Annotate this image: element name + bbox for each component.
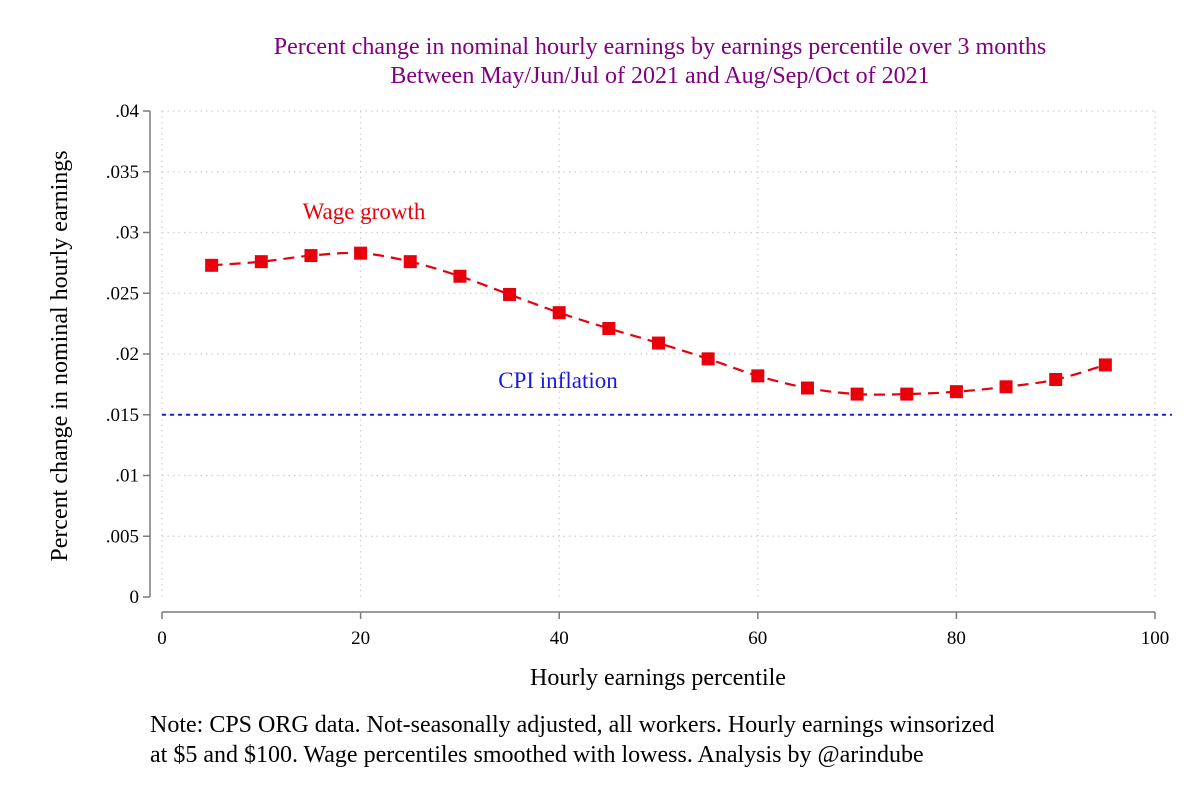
cpi-inflation-label: CPI inflation: [498, 368, 618, 393]
wage-growth-marker: [552, 306, 566, 320]
wage-growth-marker: [999, 380, 1013, 394]
wage-growth-marker: [701, 352, 715, 366]
wage-growth-marker: [205, 258, 219, 272]
x-tick-label: 40: [550, 628, 569, 649]
y-axis-ticks: 0 .005 .01 .015 .02 .025 .03 .035 .04: [106, 101, 150, 608]
wage-growth-marker: [453, 269, 467, 283]
wage-growth-marker: [254, 255, 268, 269]
wage-growth-marker: [652, 336, 665, 350]
wage-growth-marker: [602, 321, 616, 335]
y-tick-label: .04: [115, 101, 139, 122]
x-axis-title: Hourly earnings percentile: [530, 665, 786, 691]
wage-growth-label: Wage growth: [303, 199, 426, 224]
gridlines: [161, 110, 1156, 597]
series-lines: [211, 251, 1106, 396]
footnote: Note: CPS ORG data. Not-seasonally adjus…: [150, 712, 995, 768]
chart-title-line-2: Between May/Jun/Jul of 2021 and Aug/Sep/…: [390, 63, 929, 89]
wage-growth-marker: [949, 385, 963, 399]
wage-growth-marker: [304, 249, 318, 263]
y-tick-label: .02: [115, 344, 139, 365]
x-tick-label: 80: [947, 628, 966, 649]
wage-growth-marker: [900, 387, 914, 401]
x-tick-label: 0: [157, 628, 167, 649]
wage-growth-marker: [1049, 373, 1063, 387]
y-tick-label: 0: [130, 587, 140, 608]
wage-growth-line: [211, 251, 1106, 396]
x-tick-label: 20: [351, 628, 370, 649]
wage-growth-marker: [1098, 358, 1112, 372]
y-tick-label: .025: [106, 283, 139, 304]
footnote-line-1: Note: CPS ORG data. Not-seasonally adjus…: [150, 712, 995, 738]
wage-growth-marker: [354, 246, 368, 260]
y-tick-label: .035: [106, 162, 139, 183]
chart-title: Percent change in nominal hourly earning…: [274, 34, 1046, 89]
x-axis-ticks: 0 20 40 60 80 100: [157, 612, 1169, 649]
y-tick-label: .015: [106, 405, 139, 426]
x-tick-label: 100: [1141, 628, 1170, 649]
y-tick-label: .01: [115, 466, 139, 487]
wage-growth-marker: [403, 255, 417, 269]
wage-growth-marker: [751, 369, 765, 383]
wage-growth-marker: [503, 287, 517, 301]
y-tick-label: .03: [115, 223, 139, 244]
y-tick-label: .005: [106, 526, 139, 547]
series-markers: [205, 246, 1112, 401]
wage-growth-marker: [850, 387, 864, 401]
chart-title-line-1: Percent change in nominal hourly earning…: [274, 34, 1046, 60]
wage-growth-marker: [800, 381, 814, 395]
y-axis-title: Percent change in nominal hourly earning…: [47, 150, 73, 561]
footnote-line-2: at $5 and $100. Wage percentiles smoothe…: [150, 742, 924, 768]
x-tick-label: 60: [748, 628, 767, 649]
